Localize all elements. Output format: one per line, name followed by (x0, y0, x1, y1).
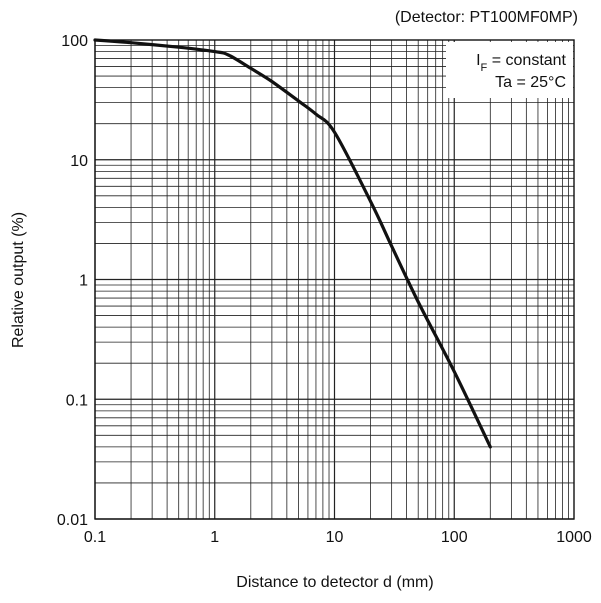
x-tick-label: 1 (210, 529, 219, 546)
series-line (93, 38, 492, 449)
y-tick-label: 0.1 (66, 392, 88, 409)
x-axis-title: Distance to detector d (mm) (236, 574, 433, 591)
y-tick-label: 100 (61, 33, 88, 50)
y-tick-label: 10 (70, 153, 88, 170)
plot-frame (94, 39, 575, 520)
chart-subtitle: (Detector: PT100MF0MP) (395, 9, 578, 26)
y-axis-title: Relative output (%) (10, 212, 27, 348)
annotation-line-2: Ta = 25°C (495, 74, 566, 91)
annotation-background (446, 42, 573, 98)
annotation-line-1: IF = constant (476, 52, 566, 74)
y-tick-label: 1 (79, 273, 88, 290)
x-tick-label: 100 (441, 529, 468, 546)
x-tick-label: 1000 (556, 529, 592, 546)
x-tick-label: 0.1 (84, 529, 106, 546)
grid-lines (94, 40, 574, 520)
x-tick-label: 10 (326, 529, 344, 546)
y-tick-label: 0.01 (57, 512, 88, 529)
